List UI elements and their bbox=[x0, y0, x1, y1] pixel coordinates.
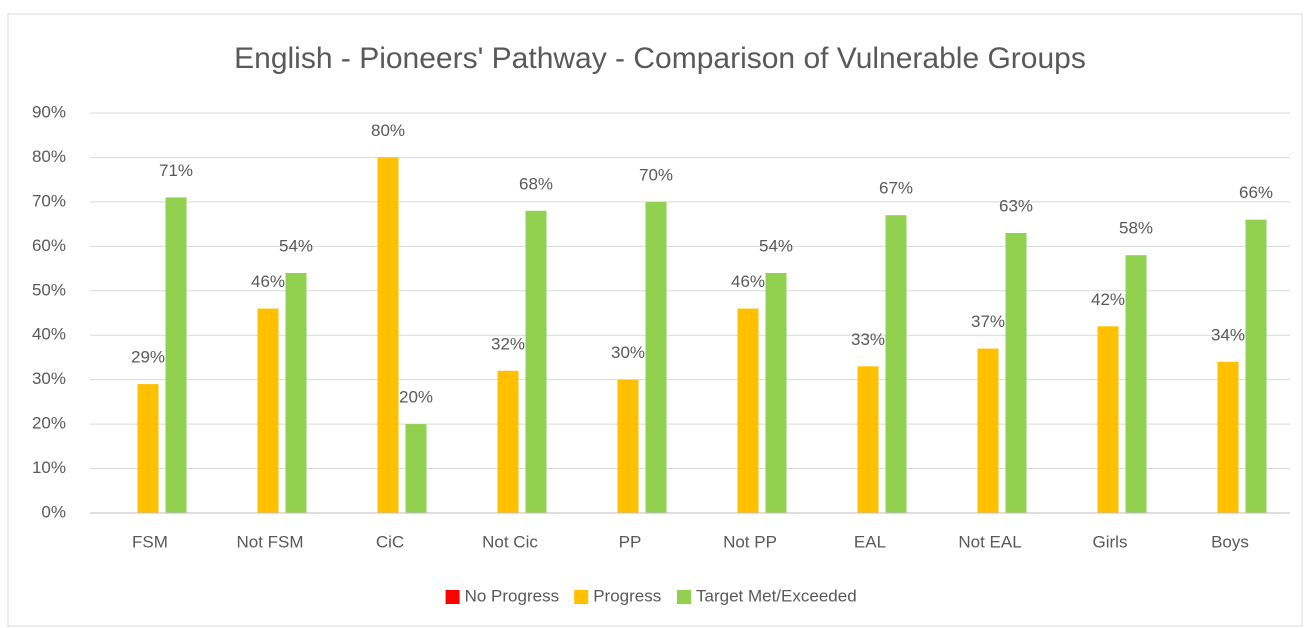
bar bbox=[165, 197, 187, 513]
data-label: 37% bbox=[971, 312, 1005, 331]
y-tick-label: 90% bbox=[32, 102, 66, 121]
data-label: 68% bbox=[519, 174, 553, 193]
x-tick-label: CiC bbox=[376, 532, 404, 551]
bar bbox=[377, 157, 399, 513]
x-tick-label: FSM bbox=[132, 532, 168, 551]
legend-label: No Progress bbox=[465, 586, 559, 605]
data-label: 66% bbox=[1239, 183, 1273, 202]
data-label: 20% bbox=[399, 388, 433, 407]
data-label: 42% bbox=[1091, 290, 1125, 309]
bar bbox=[645, 201, 667, 513]
x-tick-label: Not PP bbox=[723, 532, 777, 551]
data-label: 67% bbox=[879, 179, 913, 198]
legend-swatch bbox=[445, 590, 460, 604]
bar bbox=[1125, 255, 1147, 513]
bar bbox=[257, 308, 279, 513]
x-tick-label: Not Cic bbox=[482, 532, 538, 551]
x-tick-label: Boys bbox=[1211, 532, 1249, 551]
data-label: 54% bbox=[759, 236, 793, 255]
data-label: 30% bbox=[611, 343, 645, 362]
data-label: 32% bbox=[491, 334, 525, 353]
data-label: 63% bbox=[999, 196, 1033, 215]
bar bbox=[1245, 219, 1267, 513]
bar bbox=[885, 215, 907, 513]
bar bbox=[1217, 361, 1239, 513]
data-label: 29% bbox=[131, 348, 165, 367]
bar bbox=[525, 210, 547, 513]
data-label: 46% bbox=[251, 272, 285, 291]
chart-title: English - Pioneers' Pathway - Comparison… bbox=[234, 42, 1086, 75]
data-label: 34% bbox=[1211, 325, 1245, 344]
y-tick-label: 10% bbox=[32, 458, 66, 477]
y-tick-label: 60% bbox=[32, 236, 66, 255]
x-tick-label: Not FSM bbox=[236, 532, 303, 551]
data-label: 58% bbox=[1119, 219, 1153, 238]
bar bbox=[737, 308, 759, 513]
bar bbox=[497, 370, 519, 513]
bar bbox=[1097, 326, 1119, 513]
data-label: 71% bbox=[159, 161, 193, 180]
x-tick-label: Not EAL bbox=[958, 532, 1021, 551]
bar bbox=[285, 273, 307, 513]
x-tick-label: EAL bbox=[854, 532, 886, 551]
y-tick-label: 70% bbox=[32, 191, 66, 210]
y-tick-label: 0% bbox=[41, 502, 66, 521]
y-tick-label: 80% bbox=[32, 147, 66, 166]
bar bbox=[137, 384, 159, 513]
bar bbox=[405, 424, 427, 513]
y-tick-label: 20% bbox=[32, 414, 66, 433]
bar bbox=[765, 273, 787, 513]
bar bbox=[1005, 233, 1027, 513]
y-tick-label: 30% bbox=[32, 369, 66, 388]
bar bbox=[977, 348, 999, 513]
legend-label: Progress bbox=[593, 586, 661, 605]
y-tick-label: 50% bbox=[32, 280, 66, 299]
x-tick-label: PP bbox=[619, 532, 642, 551]
data-label: 54% bbox=[279, 236, 313, 255]
x-tick-label: Girls bbox=[1093, 532, 1128, 551]
data-label: 46% bbox=[731, 272, 765, 291]
legend-label: Target Met/Exceeded bbox=[696, 586, 857, 605]
bar bbox=[857, 366, 879, 513]
legend-swatch bbox=[574, 590, 589, 604]
data-label: 33% bbox=[851, 330, 885, 349]
legend-swatch bbox=[677, 590, 691, 604]
data-label: 70% bbox=[639, 165, 673, 184]
y-tick-label: 40% bbox=[32, 325, 66, 344]
data-label: 80% bbox=[371, 121, 405, 140]
bar bbox=[617, 379, 639, 513]
